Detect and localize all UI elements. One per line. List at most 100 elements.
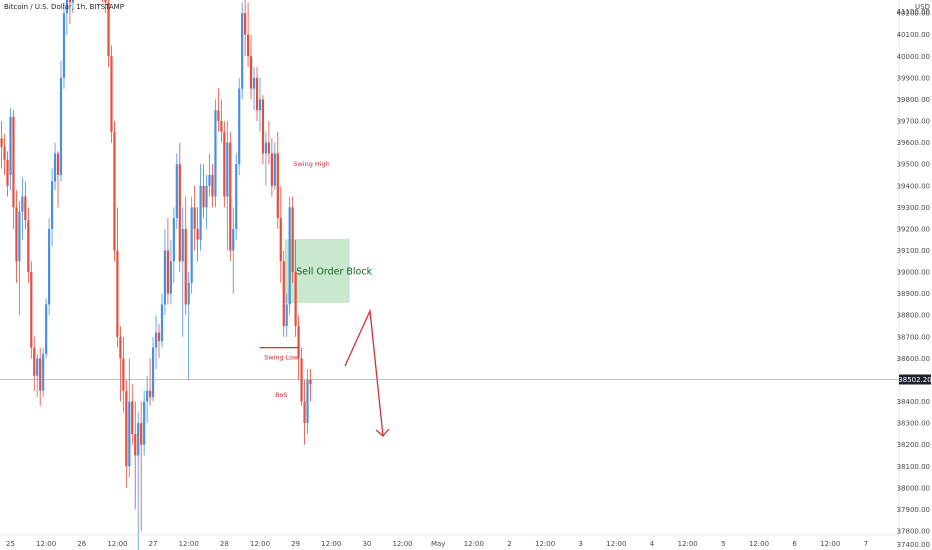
candle[interactable] <box>21 177 24 240</box>
candle[interactable] <box>134 401 137 510</box>
candle[interactable] <box>270 138 273 197</box>
candle[interactable] <box>276 131 279 229</box>
candle[interactable] <box>65 0 69 35</box>
candle[interactable] <box>190 196 193 294</box>
candle[interactable] <box>208 153 211 197</box>
candle[interactable] <box>30 261 33 359</box>
candle[interactable] <box>205 174 208 229</box>
candle[interactable] <box>116 207 119 348</box>
candle[interactable] <box>56 151 60 208</box>
candle[interactable] <box>279 185 282 283</box>
candle[interactable] <box>247 2 250 68</box>
candle[interactable] <box>27 207 30 283</box>
candle-body <box>68 0 71 3</box>
candle[interactable] <box>166 218 170 305</box>
candle[interactable] <box>258 77 262 132</box>
candle[interactable] <box>255 67 259 122</box>
candle[interactable] <box>42 347 45 398</box>
candle[interactable] <box>184 196 187 316</box>
projection-path[interactable] <box>344 308 384 437</box>
candle[interactable] <box>160 293 164 348</box>
candle[interactable] <box>9 108 12 191</box>
candle[interactable] <box>12 110 15 229</box>
candle[interactable] <box>148 358 152 406</box>
candle[interactable] <box>48 218 51 316</box>
candle[interactable] <box>175 153 178 229</box>
candle[interactable] <box>0 121 3 169</box>
candle[interactable] <box>128 358 131 478</box>
candle[interactable] <box>223 121 226 208</box>
candle[interactable] <box>288 196 291 316</box>
candle[interactable] <box>214 99 217 208</box>
candle[interactable] <box>151 336 155 402</box>
candle[interactable] <box>45 297 48 359</box>
candle[interactable] <box>261 95 265 165</box>
candle[interactable] <box>157 323 161 359</box>
candle[interactable] <box>71 0 74 14</box>
candle[interactable] <box>50 168 54 247</box>
candle[interactable] <box>282 250 285 337</box>
candle[interactable] <box>125 379 128 488</box>
candle[interactable] <box>267 121 270 165</box>
candle[interactable] <box>6 151 9 197</box>
candle[interactable] <box>181 207 184 337</box>
candle[interactable] <box>187 272 190 380</box>
candle[interactable] <box>264 131 268 186</box>
candle[interactable] <box>193 185 196 251</box>
candle[interactable] <box>291 196 294 283</box>
candle[interactable] <box>154 315 158 370</box>
candle[interactable] <box>59 60 63 182</box>
candle[interactable] <box>211 164 214 208</box>
candle[interactable] <box>131 384 134 445</box>
candle[interactable] <box>303 379 306 445</box>
candle[interactable] <box>143 390 146 456</box>
candle[interactable] <box>163 228 167 316</box>
candle[interactable] <box>113 121 116 262</box>
candle[interactable] <box>241 2 244 100</box>
candle[interactable] <box>3 133 6 175</box>
candle[interactable] <box>232 207 235 294</box>
candle[interactable] <box>172 207 175 283</box>
candle[interactable] <box>235 153 238 240</box>
candle[interactable] <box>18 200 21 316</box>
candle[interactable] <box>169 239 172 305</box>
candle[interactable] <box>244 0 247 57</box>
candle[interactable] <box>252 67 256 111</box>
candle[interactable] <box>104 0 107 14</box>
candle[interactable] <box>15 190 18 283</box>
candle[interactable] <box>39 347 42 406</box>
candle[interactable] <box>24 181 27 229</box>
candle[interactable] <box>285 293 288 337</box>
candle[interactable] <box>199 164 202 251</box>
candle[interactable] <box>33 336 36 391</box>
candle[interactable] <box>229 131 232 262</box>
candle[interactable] <box>107 0 110 68</box>
candle[interactable] <box>273 142 276 191</box>
candle[interactable] <box>178 142 181 273</box>
candle-body <box>104 0 107 3</box>
candle[interactable] <box>53 142 57 191</box>
candle[interactable] <box>110 45 113 143</box>
candle[interactable] <box>202 164 205 219</box>
candle[interactable] <box>226 121 229 251</box>
candle[interactable] <box>101 0 103 3</box>
candle[interactable] <box>119 326 122 402</box>
candle[interactable] <box>306 369 309 434</box>
candle[interactable] <box>217 88 220 132</box>
candle[interactable] <box>309 369 312 402</box>
price-axis[interactable]: USD 41100.00 37400.00 38502.20 37800.00 3… <box>897 0 932 549</box>
candle[interactable] <box>36 354 39 398</box>
candle[interactable] <box>300 347 303 406</box>
candle[interactable] <box>238 77 241 175</box>
time-axis[interactable]: 25 12:00 26 12:00 27 12:00 28 12:00 29 12:00 30 12:… <box>0 534 899 548</box>
candle[interactable] <box>294 239 297 337</box>
candle[interactable] <box>249 34 253 100</box>
candle[interactable] <box>140 401 143 532</box>
candle[interactable] <box>196 207 199 262</box>
candle[interactable] <box>146 375 149 424</box>
candle[interactable] <box>122 336 125 413</box>
candle[interactable] <box>68 0 71 24</box>
candle[interactable] <box>137 412 140 550</box>
candle[interactable] <box>62 2 66 89</box>
candle[interactable] <box>220 99 223 143</box>
